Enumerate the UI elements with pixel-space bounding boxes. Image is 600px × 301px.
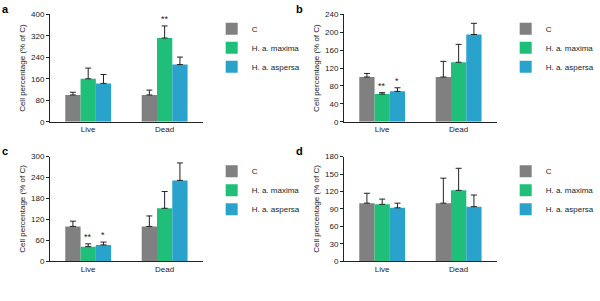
svg-text:d: d	[296, 145, 303, 157]
svg-text:a: a	[2, 3, 9, 15]
svg-text:60: 60	[35, 236, 44, 245]
svg-text:C: C	[252, 167, 258, 176]
svg-text:H. a. aspersa: H. a. aspersa	[546, 63, 594, 72]
svg-text:Dead: Dead	[155, 125, 174, 134]
svg-text:200: 200	[325, 28, 339, 37]
svg-text:Cell percentage (% of C): Cell percentage (% of C)	[18, 24, 27, 112]
svg-text:H. a. aspersa: H. a. aspersa	[252, 63, 300, 72]
svg-text:Live: Live	[375, 125, 390, 134]
svg-text:320: 320	[31, 32, 45, 41]
svg-text:40: 40	[329, 100, 338, 109]
svg-text:C: C	[546, 25, 552, 34]
svg-text:0: 0	[334, 118, 339, 127]
svg-text:H. a. maxima: H. a. maxima	[252, 44, 300, 53]
svg-text:Live: Live	[375, 265, 390, 274]
svg-text:H. a. maxima: H. a. maxima	[252, 186, 300, 195]
svg-text:120: 120	[31, 215, 45, 224]
svg-text:b: b	[296, 3, 303, 15]
svg-text:Dead: Dead	[155, 265, 174, 274]
svg-text:*: *	[395, 76, 399, 86]
svg-text:**: **	[161, 14, 169, 24]
svg-text:60: 60	[329, 222, 338, 231]
svg-text:90: 90	[329, 205, 338, 214]
svg-text:c: c	[2, 145, 8, 157]
svg-text:*: *	[101, 230, 105, 240]
svg-text:Dead: Dead	[449, 125, 468, 134]
svg-text:C: C	[546, 167, 552, 176]
svg-text:80: 80	[329, 82, 338, 91]
svg-text:180: 180	[325, 152, 339, 161]
svg-text:180: 180	[31, 194, 45, 203]
svg-text:160: 160	[31, 75, 45, 84]
svg-text:0: 0	[40, 118, 45, 127]
svg-text:120: 120	[325, 64, 339, 73]
svg-text:H. a. aspersa: H. a. aspersa	[252, 205, 300, 214]
svg-text:Cell percentage (% of C): Cell percentage (% of C)	[312, 165, 321, 253]
svg-text:Cell percentage (% of C): Cell percentage (% of C)	[312, 24, 321, 112]
svg-text:240: 240	[31, 53, 45, 62]
svg-text:160: 160	[325, 46, 339, 55]
svg-text:H. a. maxima: H. a. maxima	[546, 44, 594, 53]
svg-text:**: **	[84, 232, 92, 242]
svg-text:0: 0	[334, 257, 339, 266]
svg-text:240: 240	[31, 173, 45, 182]
svg-text:Live: Live	[81, 265, 96, 274]
svg-text:Dead: Dead	[449, 265, 468, 274]
svg-text:30: 30	[329, 240, 338, 249]
svg-text:Live: Live	[81, 125, 96, 134]
svg-text:120: 120	[325, 187, 339, 196]
svg-text:H. a. maxima: H. a. maxima	[546, 186, 594, 195]
svg-text:0: 0	[40, 257, 45, 266]
svg-text:80: 80	[35, 96, 44, 105]
svg-text:**: **	[378, 81, 386, 91]
svg-text:Cell percentage (% of C): Cell percentage (% of C)	[18, 165, 27, 253]
svg-text:300: 300	[31, 152, 45, 161]
svg-text:400: 400	[31, 10, 45, 19]
svg-text:240: 240	[325, 10, 339, 19]
svg-text:H. a. aspersa: H. a. aspersa	[546, 205, 594, 214]
svg-text:C: C	[252, 25, 258, 34]
svg-text:150: 150	[325, 170, 339, 179]
